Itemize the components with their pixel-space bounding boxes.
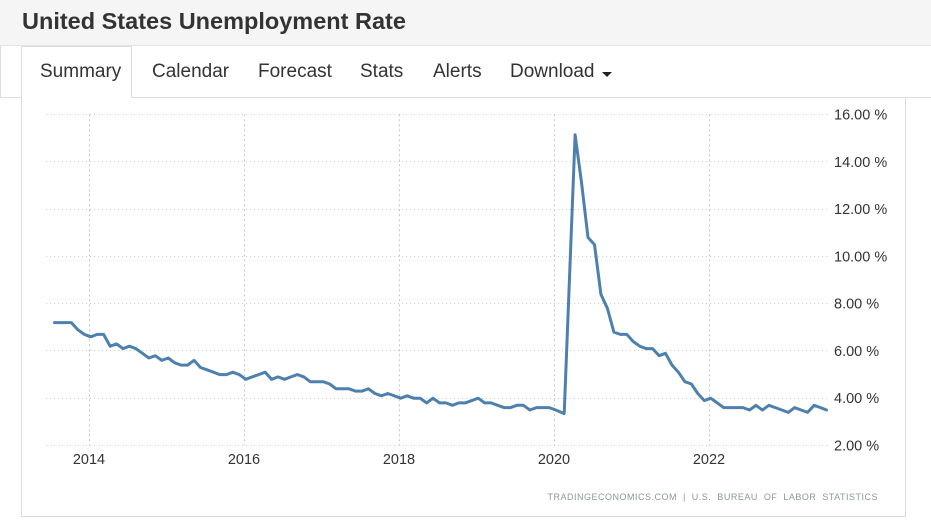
svg-text:2.00 %: 2.00 % (834, 438, 879, 454)
svg-text:8.00 %: 8.00 % (834, 297, 879, 313)
svg-text:2016: 2016 (228, 452, 260, 468)
svg-text:4.00 %: 4.00 % (834, 391, 879, 407)
svg-text:TRADINGECONOMICS.COM | U.S. BU: TRADINGECONOMICS.COM | U.S. BUREAU OF LA… (547, 492, 878, 502)
svg-text:2022: 2022 (693, 452, 725, 468)
svg-text:2014: 2014 (73, 452, 105, 468)
svg-text:6.00 %: 6.00 % (834, 344, 879, 360)
svg-text:14.00 %: 14.00 % (834, 155, 887, 171)
svg-text:16.00 %: 16.00 % (834, 108, 887, 124)
svg-text:12.00 %: 12.00 % (834, 202, 887, 218)
svg-text:2020: 2020 (538, 452, 570, 468)
svg-text:10.00 %: 10.00 % (834, 249, 887, 265)
svg-text:2018: 2018 (383, 452, 415, 468)
